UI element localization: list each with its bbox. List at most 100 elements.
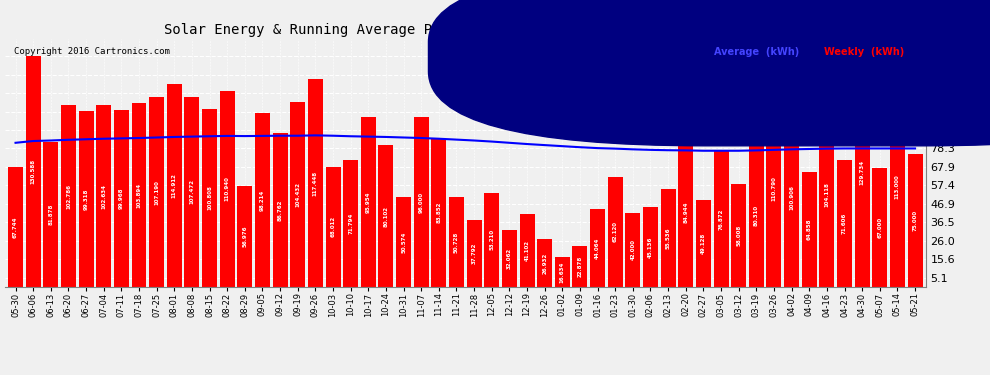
Text: 67.744: 67.744: [13, 216, 18, 238]
Text: 99.968: 99.968: [119, 188, 124, 209]
Bar: [872, 168, 887, 287]
Bar: [660, 189, 675, 287]
Text: 16.634: 16.634: [559, 261, 565, 283]
Text: 107.472: 107.472: [189, 179, 194, 204]
Text: 49.128: 49.128: [701, 233, 706, 254]
Text: 113.000: 113.000: [895, 175, 900, 200]
Bar: [184, 97, 199, 287]
Bar: [502, 230, 517, 287]
Bar: [466, 220, 481, 287]
Text: 110.790: 110.790: [771, 177, 776, 201]
Text: 55.536: 55.536: [665, 227, 670, 249]
Bar: [837, 160, 852, 287]
Bar: [432, 139, 446, 287]
Text: 45.136: 45.136: [648, 236, 653, 258]
Text: 81.878: 81.878: [49, 204, 53, 225]
Bar: [590, 209, 605, 287]
Bar: [572, 246, 587, 287]
Bar: [890, 87, 905, 287]
Text: 56.976: 56.976: [243, 226, 248, 247]
Text: 83.852: 83.852: [437, 202, 442, 223]
Bar: [484, 193, 499, 287]
Bar: [255, 113, 270, 287]
Text: 114.912: 114.912: [172, 173, 177, 198]
Text: 110.940: 110.940: [225, 176, 230, 201]
Text: 80.310: 80.310: [753, 206, 758, 226]
Text: 44.064: 44.064: [595, 237, 600, 259]
Text: 53.210: 53.210: [489, 229, 494, 251]
Bar: [396, 198, 411, 287]
Text: 107.190: 107.190: [154, 180, 159, 205]
Bar: [766, 91, 781, 287]
FancyBboxPatch shape: [429, 0, 990, 146]
Text: 50.728: 50.728: [454, 231, 459, 253]
Bar: [696, 200, 711, 287]
Bar: [608, 177, 623, 287]
Bar: [802, 172, 817, 287]
Bar: [748, 145, 764, 287]
Bar: [784, 108, 799, 287]
Bar: [61, 105, 76, 287]
Bar: [626, 213, 641, 287]
Text: Average  (kWh): Average (kWh): [714, 47, 799, 57]
Bar: [643, 207, 658, 287]
Text: 96.000: 96.000: [419, 192, 424, 213]
Bar: [308, 79, 323, 287]
Bar: [26, 56, 41, 287]
Bar: [44, 142, 58, 287]
Text: 75.000: 75.000: [913, 210, 918, 231]
Bar: [149, 98, 164, 287]
Text: 100.808: 100.808: [207, 185, 212, 210]
Bar: [220, 91, 235, 287]
Bar: [8, 167, 23, 287]
Bar: [378, 145, 393, 287]
Text: 103.894: 103.894: [137, 183, 142, 208]
Bar: [714, 151, 729, 287]
Text: 84.944: 84.944: [683, 201, 688, 222]
Text: 98.214: 98.214: [260, 189, 265, 211]
Bar: [78, 111, 94, 287]
Text: Weekly  (kWh): Weekly (kWh): [825, 47, 905, 57]
Text: 99.318: 99.318: [83, 188, 88, 210]
Bar: [538, 239, 552, 287]
Bar: [132, 103, 147, 287]
Bar: [554, 258, 570, 287]
Text: 86.762: 86.762: [277, 200, 282, 221]
Text: 100.906: 100.906: [789, 185, 794, 210]
Text: 41.102: 41.102: [525, 240, 530, 261]
Bar: [238, 186, 252, 287]
Text: 80.102: 80.102: [383, 206, 388, 226]
Bar: [326, 166, 341, 287]
Bar: [520, 214, 535, 287]
Text: 117.448: 117.448: [313, 171, 318, 196]
Text: 76.872: 76.872: [719, 208, 724, 230]
Bar: [96, 105, 111, 287]
Text: 102.634: 102.634: [101, 184, 106, 209]
Bar: [344, 160, 358, 287]
Text: 129.734: 129.734: [859, 160, 864, 185]
Text: 42.000: 42.000: [631, 239, 636, 260]
Text: 71.606: 71.606: [842, 213, 847, 234]
Text: 104.118: 104.118: [825, 182, 830, 207]
Bar: [414, 117, 429, 287]
Text: 32.062: 32.062: [507, 248, 512, 269]
Bar: [360, 117, 376, 287]
Title: Solar Energy & Running Average Production Last 52 Weeks Mon May 23 20:12: Solar Energy & Running Average Productio…: [163, 23, 767, 37]
Text: 130.588: 130.588: [31, 159, 36, 184]
Text: 102.786: 102.786: [66, 183, 71, 209]
Bar: [114, 110, 129, 287]
Bar: [202, 109, 217, 287]
Bar: [449, 197, 464, 287]
Bar: [854, 57, 869, 287]
Text: 104.432: 104.432: [295, 182, 300, 207]
Text: 62.120: 62.120: [613, 222, 618, 243]
Text: 68.012: 68.012: [331, 216, 336, 237]
Text: 50.574: 50.574: [401, 231, 406, 253]
Bar: [290, 102, 305, 287]
Bar: [820, 103, 835, 287]
Bar: [272, 134, 288, 287]
Bar: [908, 154, 923, 287]
Text: 26.932: 26.932: [543, 252, 547, 274]
Text: 95.954: 95.954: [365, 191, 371, 213]
Text: Copyright 2016 Cartronics.com: Copyright 2016 Cartronics.com: [14, 47, 170, 56]
